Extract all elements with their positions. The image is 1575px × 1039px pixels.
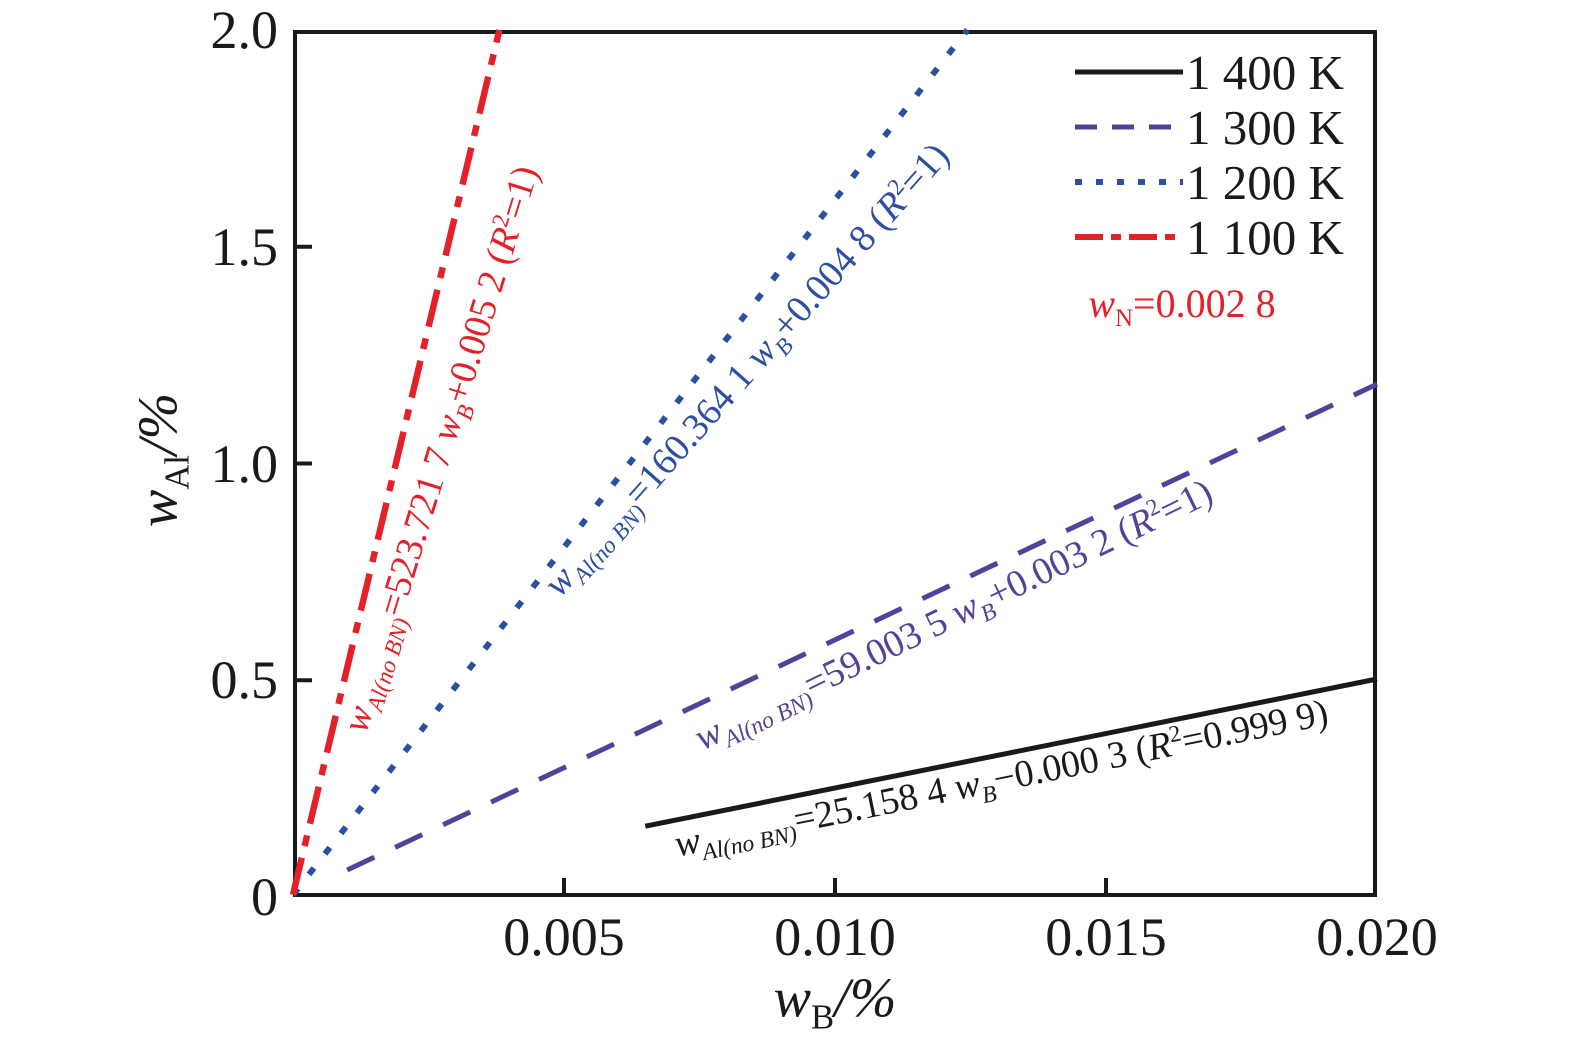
wn-annotation: wN=0.002 8	[1088, 281, 1276, 333]
legend-row-1400k: 1 400 K	[1075, 45, 1344, 99]
series-line-1400k	[644, 676, 1378, 829]
legend-row-1200k: 1 200 K	[1075, 155, 1344, 209]
series-line-1100k	[289, 29, 503, 896]
y-axis-label: wAl/%	[127, 392, 197, 528]
legend-line-sample	[1075, 124, 1183, 130]
legend-line-sample	[1075, 179, 1183, 185]
legend-label: 1 300 K	[1186, 99, 1344, 155]
legend-line-sample	[1075, 234, 1183, 240]
legend-label: 1 400 K	[1186, 44, 1344, 100]
x-tick-label: 0.020	[1316, 907, 1438, 967]
legend-label: 1 200 K	[1186, 154, 1344, 210]
x-tick-label: 0.010	[774, 907, 896, 967]
y-tick-label: 0	[251, 867, 278, 927]
legend-label: 1 100 K	[1186, 209, 1344, 265]
x-tick-label: 0.005	[503, 907, 625, 967]
y-tick-label: 2.0	[210, 0, 279, 60]
y-tick-label: 1.0	[210, 433, 279, 494]
legend-row-1100k: 1 100 K	[1075, 210, 1344, 264]
x-axis-label: wB/%	[773, 967, 897, 1037]
series-line-1200k	[290, 28, 970, 897]
legend-row-1300k: 1 300 K	[1075, 100, 1344, 154]
y-tick-label: 1.5	[210, 216, 279, 277]
y-tick-label: 0.5	[210, 650, 279, 711]
x-tick-label: 0.015	[1045, 907, 1167, 967]
legend-line-sample	[1075, 69, 1183, 75]
